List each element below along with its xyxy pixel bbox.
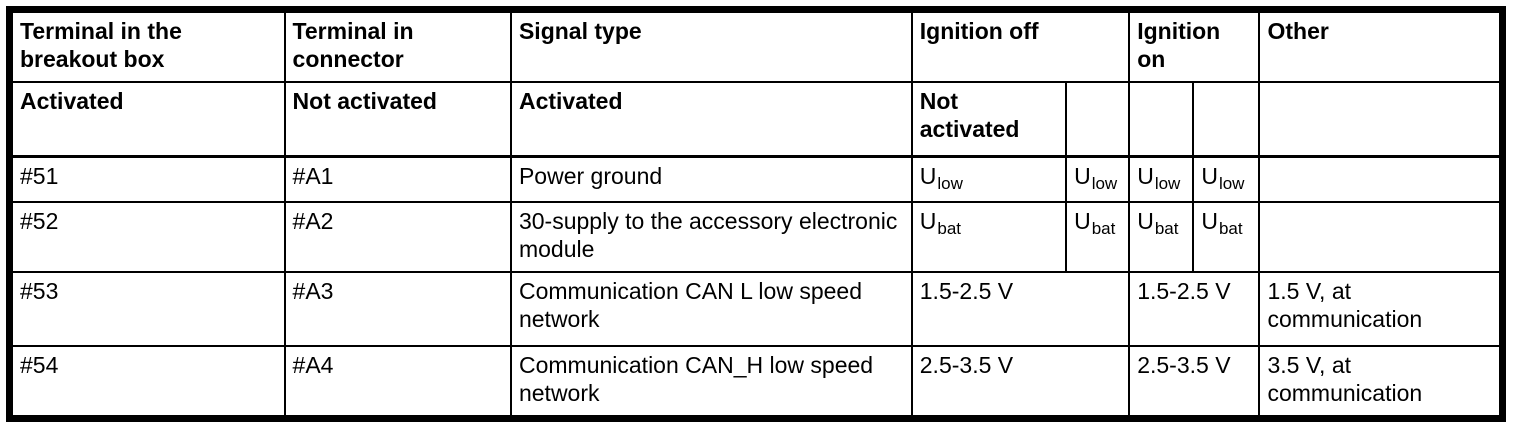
terminal-signal-table: Terminal in the breakout box Terminal in…: [11, 11, 1501, 417]
table-row-52: #52 #A2 30-supply to the accessory elect…: [11, 201, 1501, 273]
cell-signal: Communication CAN_H low speed network: [509, 345, 913, 417]
voltage-subscript: bat: [1218, 219, 1243, 238]
cell-other: 3.5 V, at communication: [1258, 345, 1501, 417]
subheader-ignition-on-blank-1: [1128, 81, 1195, 158]
table-row-53: #53 #A3 Communication CAN L low speed ne…: [11, 271, 1501, 347]
voltage-symbol: U: [1137, 162, 1154, 189]
col-header-other: Other: [1258, 11, 1501, 83]
cell-ignition-on-voltage: 1.5-2.5 V: [1128, 271, 1261, 347]
voltage-symbol: U: [919, 162, 937, 189]
cell-connector: #A1: [283, 155, 512, 203]
voltage-symbol: U: [1201, 208, 1218, 234]
voltage-subscript: bat: [1091, 219, 1116, 238]
cell-other: [1258, 201, 1501, 273]
cell-signal: Power ground: [509, 155, 913, 203]
col-header-signal-type: Signal type: [509, 11, 913, 83]
voltage-subscript: low: [1218, 173, 1245, 193]
terminal-signal-table-frame: Terminal in the breakout box Terminal in…: [6, 6, 1506, 422]
cell-terminal: #54: [11, 345, 286, 417]
table-row-54: #54 #A4 Communication CAN_H low speed ne…: [11, 345, 1501, 417]
voltage-symbol: U: [919, 208, 937, 234]
cell-ignition-on-2: Ubat: [1192, 201, 1261, 273]
col-header-ignition-off: Ignition off: [910, 11, 1131, 83]
cell-ignition-off-voltage: 2.5-3.5 V: [910, 345, 1131, 417]
cell-terminal: #52: [11, 201, 286, 273]
cell-connector: #A4: [283, 345, 512, 417]
voltage-subscript: low: [1091, 173, 1118, 193]
voltage-subscript: bat: [1154, 219, 1179, 238]
cell-ignition-off-2: Ulow: [1065, 155, 1131, 203]
voltage-subscript: bat: [937, 219, 962, 238]
cell-signal: Communication CAN L low speed network: [509, 271, 913, 347]
subheader-activated-terminal: Activated: [11, 81, 286, 158]
subheader-not-activated-ignition-off: Not activated: [910, 81, 1068, 158]
subheader-ignition-off-blank: [1065, 81, 1131, 158]
cell-ignition-off-not-activated: Ubat: [910, 201, 1068, 273]
cell-ignition-on-1: Ubat: [1128, 201, 1195, 273]
col-header-ignition-on: Ignition on: [1128, 11, 1261, 83]
cell-other: 1.5 V, at communication: [1258, 271, 1501, 347]
subheader-activated-signal: Activated: [509, 81, 913, 158]
cell-terminal: #51: [11, 155, 286, 203]
cell-ignition-off-2: Ubat: [1065, 201, 1131, 273]
voltage-symbol: U: [1201, 162, 1218, 189]
cell-connector: #A2: [283, 201, 512, 273]
voltage-subscript: low: [937, 173, 963, 193]
cell-ignition-off-not-activated: Ulow: [910, 155, 1068, 203]
col-header-terminal-breakout-box: Terminal in the breakout box: [11, 11, 286, 83]
cell-signal: 30-supply to the accessory electronic mo…: [509, 201, 913, 273]
header-row-1: Terminal in the breakout box Terminal in…: [11, 11, 1501, 83]
voltage-subscript: low: [1154, 173, 1181, 193]
cell-connector: #A3: [283, 271, 512, 347]
voltage-symbol: U: [1074, 162, 1091, 189]
subheader-ignition-on-blank-2: [1192, 81, 1261, 158]
col-header-terminal-connector: Terminal in connector: [283, 11, 512, 83]
cell-ignition-off-voltage: 1.5-2.5 V: [910, 271, 1131, 347]
cell-ignition-on-2: Ulow: [1192, 155, 1261, 203]
cell-other: [1258, 155, 1501, 203]
header-row-2: Activated Not activated Activated Not ac…: [11, 81, 1501, 158]
voltage-symbol: U: [1137, 208, 1154, 234]
subheader-not-activated-terminal: Not activated: [283, 81, 512, 158]
voltage-symbol: U: [1074, 208, 1091, 234]
subheader-other-blank: [1258, 81, 1501, 158]
cell-ignition-on-voltage: 2.5-3.5 V: [1128, 345, 1261, 417]
cell-ignition-on-1: Ulow: [1128, 155, 1195, 203]
table-row-51: #51 #A1 Power ground Ulow Ulow Ulow Ulow: [11, 155, 1501, 203]
cell-terminal: #53: [11, 271, 286, 347]
